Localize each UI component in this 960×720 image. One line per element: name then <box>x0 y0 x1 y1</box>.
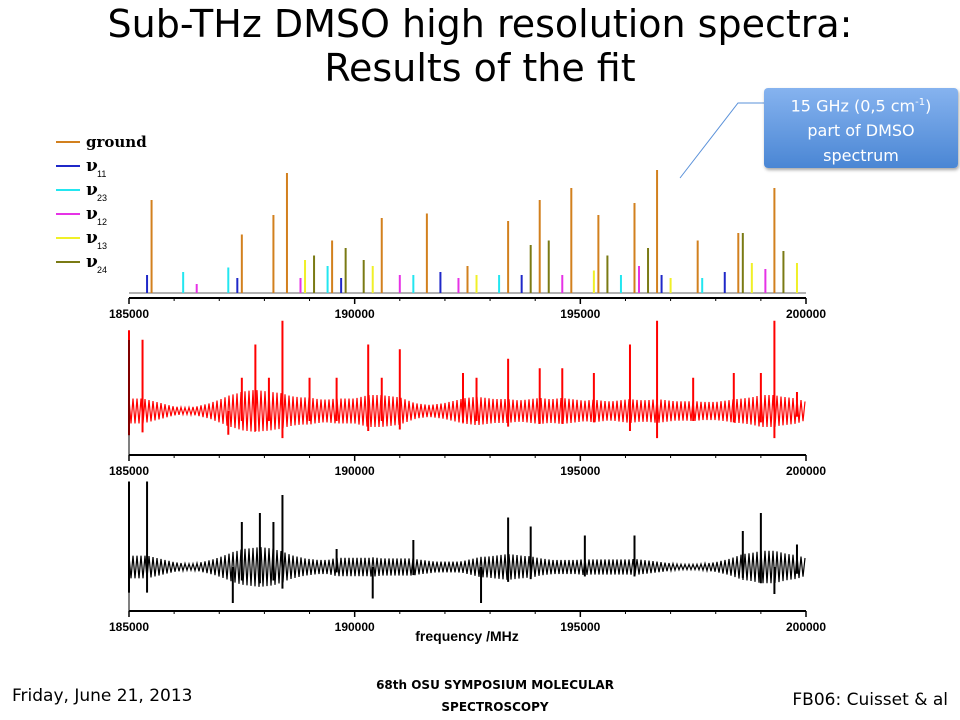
legend-label-v13: ν <box>86 228 98 248</box>
legend-sub-v13: 13 <box>97 241 107 251</box>
exp-axis-tick-label: 200000 <box>786 620 826 634</box>
title-line-2: Results of the fit <box>324 46 636 90</box>
exp-axis-tick-label: 185000 <box>109 620 149 634</box>
legend-label-v24: ν <box>86 252 98 272</box>
top-axis-tick-label: 185000 <box>109 307 149 321</box>
legend-sub-v11: 11 <box>97 169 106 179</box>
callout-pointer-line <box>679 102 764 179</box>
legend-sub-v23: 23 <box>97 193 107 203</box>
callout-line-2: part of DMSO <box>807 121 915 141</box>
fit-trace <box>128 390 806 433</box>
legend-label-v11: ν <box>86 156 98 176</box>
top-axis-tick-label: 200000 <box>786 307 826 321</box>
fit-axis-tick-label: 200000 <box>786 464 826 478</box>
legend-label-v12: ν <box>86 204 98 224</box>
top-axis-tick-label: 190000 <box>335 307 375 321</box>
callout-line-1-close: ) <box>925 96 932 116</box>
fit-axis-tick-label: 190000 <box>335 464 375 478</box>
exp-trace <box>128 547 806 587</box>
exp-axis-tick-label: 190000 <box>335 620 375 634</box>
callout-line-3: spectrum <box>823 146 899 166</box>
fit-axis-tick-label: 195000 <box>560 464 600 478</box>
fit-axis-tick-label: 185000 <box>109 464 149 478</box>
x-axis-label: frequency /MHz <box>415 628 518 644</box>
legend-label-v23: ν <box>86 180 98 200</box>
top-axis-tick-label: 195000 <box>560 307 600 321</box>
footer-symposium: 68th OSU SYMPOSIUM MOLECULAR SPECTROSCOP… <box>376 678 614 714</box>
legend-label-ground: ground <box>86 133 147 151</box>
footer-date: Friday, June 21, 2013 <box>12 686 193 706</box>
slide-title: Sub-THz DMSO high resolution spectra: Re… <box>0 2 960 90</box>
legend-sub-v24: 24 <box>97 265 107 275</box>
exp-axis-tick-label: 195000 <box>560 620 600 634</box>
callout-box: 15 GHz (0,5 cm-1) part of DMSO spectrum <box>764 88 958 168</box>
legend-sub-v12: 12 <box>97 217 107 227</box>
footer-reference: FB06: Cuisset & al <box>792 690 948 710</box>
callout-line-1-sup: -1 <box>915 97 926 108</box>
callout-line-1: 15 GHz (0,5 cm-1) <box>764 90 958 118</box>
title-line-1: Sub-THz DMSO high resolution spectra: <box>107 2 853 46</box>
callout-line-1-text: 15 GHz (0,5 cm <box>790 96 916 116</box>
